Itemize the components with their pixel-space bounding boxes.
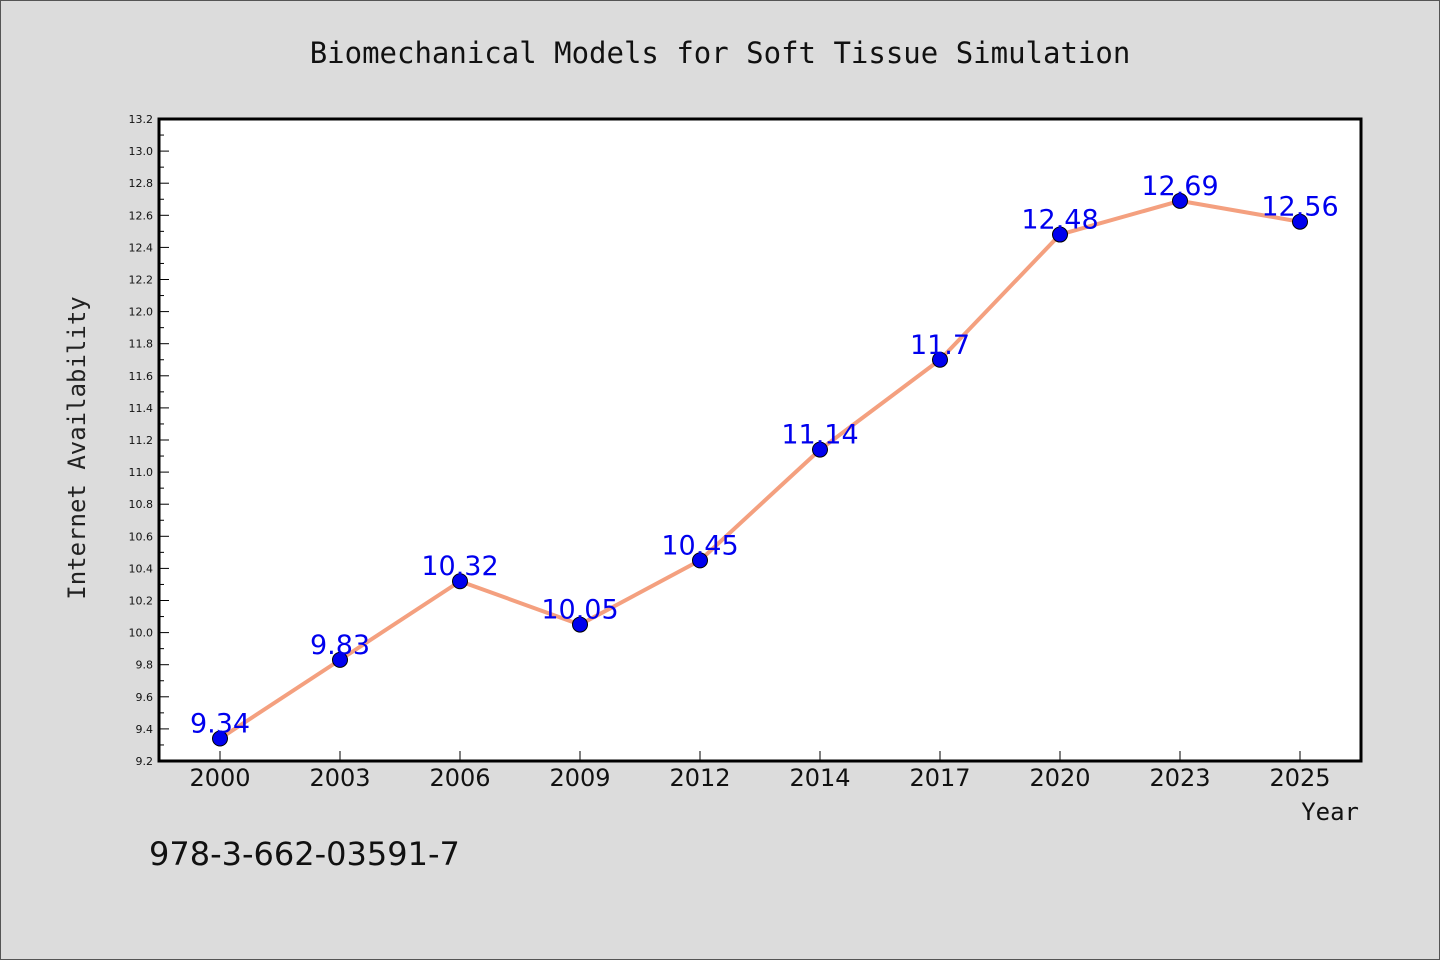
y-tick-label: 12.6 bbox=[129, 209, 154, 222]
x-tick-label: 2014 bbox=[789, 764, 850, 792]
data-label: 9.83 bbox=[310, 630, 370, 661]
data-labels: 9.34 9.83 10.32 10.05 10.45 11.14 11.7 12.48 12.… bbox=[190, 171, 1339, 740]
footer-note: 978-3-662-03591-7 bbox=[149, 835, 460, 873]
x-tick-label: 2003 bbox=[309, 764, 370, 792]
y-tick-label: 11.2 bbox=[129, 434, 154, 447]
data-point bbox=[932, 351, 948, 368]
x-axis-ticks: 2000 2003 2006 2009 2012 2014 2017 2020 2023 2025 bbox=[189, 751, 1331, 792]
x-tick-label: 2020 bbox=[1029, 764, 1090, 792]
x-tick-label: 2012 bbox=[669, 764, 730, 792]
series-line bbox=[218, 198, 1302, 741]
y-tick-label: 13.2 bbox=[129, 113, 154, 126]
y-tick-label: 9.8 bbox=[136, 659, 154, 672]
x-tick-label: 2017 bbox=[909, 764, 970, 792]
x-axis-label: Year bbox=[1301, 798, 1359, 826]
y-tick-label: 9.2 bbox=[136, 755, 154, 768]
y-tick-label: 12.0 bbox=[129, 306, 154, 319]
x-tick-label: 2006 bbox=[429, 764, 490, 792]
x-tick-label: 2023 bbox=[1149, 764, 1210, 792]
chart-title: Biomechanical Models for Soft Tissue Sim… bbox=[310, 36, 1131, 70]
y-tick-label: 11.8 bbox=[129, 338, 154, 351]
y-tick-label: 12.4 bbox=[129, 241, 154, 254]
data-point bbox=[212, 730, 228, 747]
y-tick-label: 10.0 bbox=[129, 627, 154, 640]
y-axis-label: Internet Availability bbox=[63, 296, 91, 599]
data-point bbox=[572, 616, 588, 633]
data-label: 12.56 bbox=[1261, 192, 1338, 223]
y-tick-label: 10.2 bbox=[129, 595, 154, 608]
data-label: 10.05 bbox=[541, 595, 618, 626]
data-point bbox=[332, 651, 348, 668]
data-point bbox=[812, 441, 828, 458]
data-label: 9.34 bbox=[190, 709, 250, 740]
y-tick-label: 10.8 bbox=[129, 498, 154, 511]
data-label: 12.48 bbox=[1021, 205, 1098, 236]
y-tick-label: 11.4 bbox=[129, 402, 154, 415]
data-label: 11.14 bbox=[781, 420, 858, 451]
data-point bbox=[1052, 226, 1068, 243]
y-tick-label: 9.6 bbox=[136, 691, 154, 704]
y-tick-label: 13.0 bbox=[129, 145, 154, 158]
x-tick-label: 2009 bbox=[549, 764, 610, 792]
data-point bbox=[1292, 213, 1308, 230]
data-label: 10.45 bbox=[661, 530, 738, 561]
y-tick-label: 12.2 bbox=[129, 274, 154, 287]
plot-area bbox=[157, 117, 1363, 763]
data-label: 12.69 bbox=[1141, 171, 1218, 202]
y-tick-label: 11.6 bbox=[129, 370, 154, 383]
data-point bbox=[692, 552, 708, 569]
series-line-group bbox=[218, 198, 1302, 741]
data-label: 10.32 bbox=[421, 551, 498, 582]
data-point bbox=[1172, 192, 1188, 209]
y-tick-label: 10.4 bbox=[129, 562, 154, 575]
y-tick-label: 12.8 bbox=[129, 177, 154, 190]
data-point bbox=[452, 573, 468, 590]
x-tick-label: 2025 bbox=[1269, 764, 1330, 792]
y-axis-ticks: 9.2 9.4 9.6 9.8 10.0 10.2 10.4 10.6 10.8 11.0 11.2… bbox=[129, 113, 169, 768]
y-tick-label: 11.0 bbox=[129, 466, 154, 479]
x-tick-label: 2000 bbox=[189, 764, 250, 792]
data-markers bbox=[212, 192, 1308, 747]
y-tick-label: 9.4 bbox=[136, 723, 154, 736]
y-tick-label: 10.6 bbox=[129, 530, 154, 543]
data-label: 11.7 bbox=[910, 330, 970, 361]
